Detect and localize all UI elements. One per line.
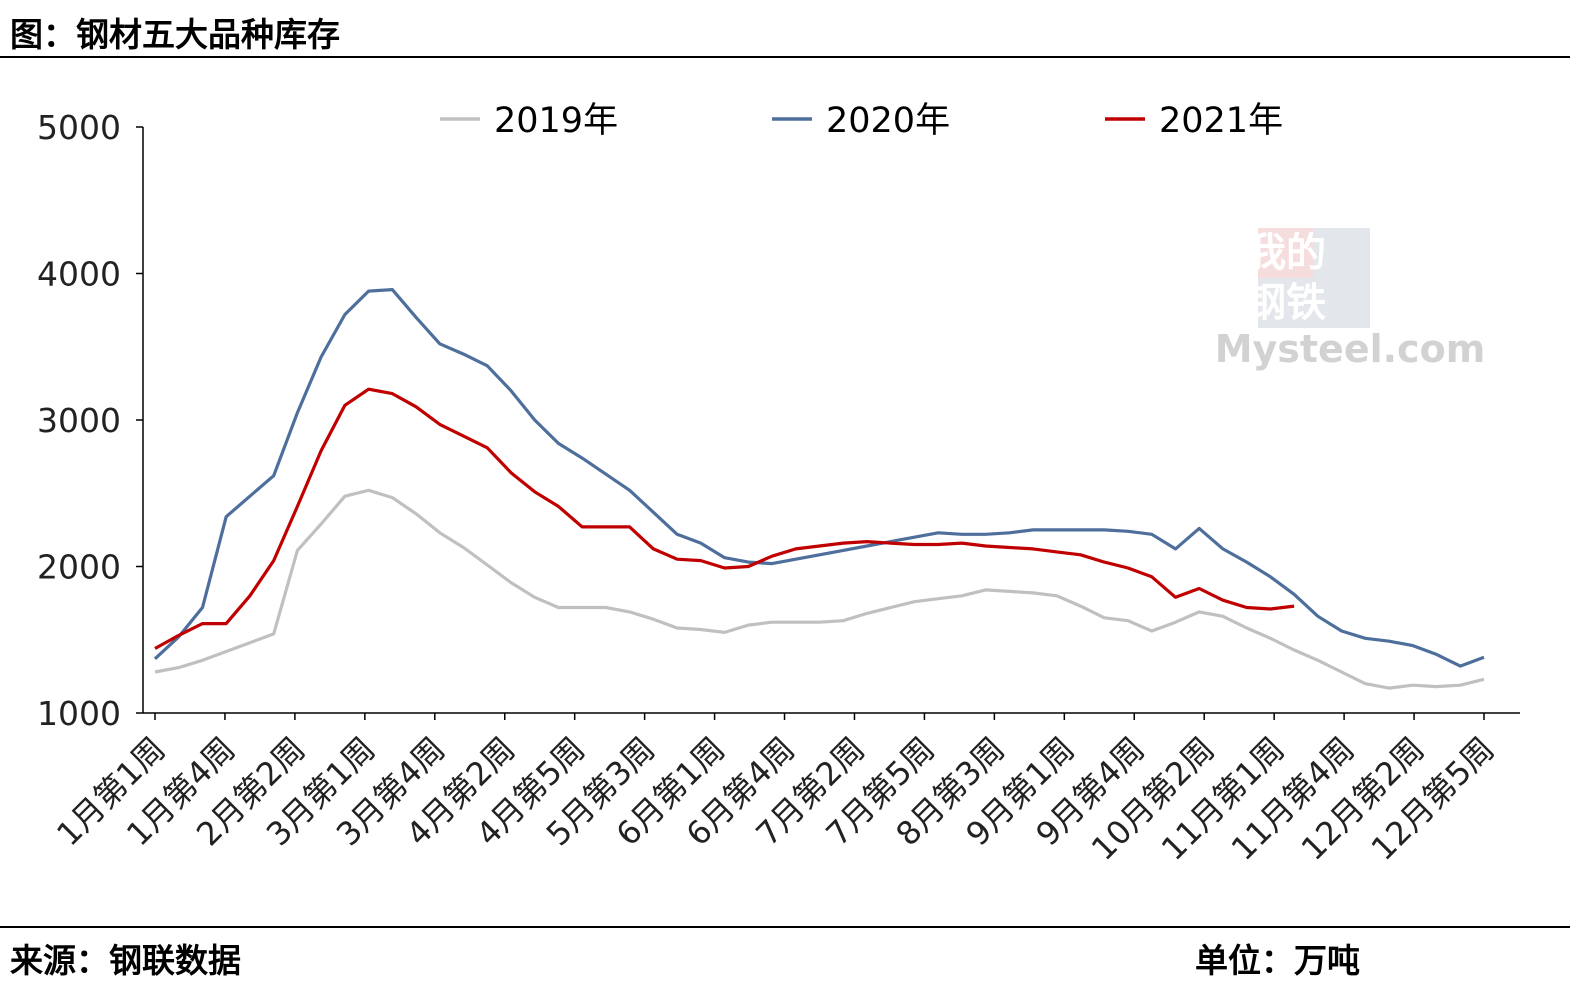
y-tick-label: 4000 [37,255,121,294]
chart-legend: 2019年 2020年 2021年 [440,101,1283,141]
legend-label: 2020年 [826,101,950,141]
chart-figure-title: 图：钢材五大品种库存 [10,15,340,54]
data-source-note: 来源：钢联数据 [10,941,241,980]
legend-label: 2021年 [1159,101,1283,141]
y-tick-label: 1000 [37,694,121,733]
series-line-2021年 [154,387,1295,650]
chart-series [153,288,1485,690]
legend-label: 2019年 [494,101,618,141]
watermark-line1: 我的 [1246,230,1326,276]
watermark-line2: 钢铁 [1246,280,1326,326]
bottom-divider [0,926,1570,928]
y-tick-label: 2000 [37,548,121,587]
mysteel-watermark: 我的 钢铁 Mysteel.com [1215,228,1486,371]
series-line-2019年 [154,488,1485,690]
unit-note: 单位：万吨 [1195,941,1360,980]
y-tick-label: 3000 [37,401,121,440]
y-tick-label: 5000 [37,108,121,147]
series-line-2020年 [153,288,1485,668]
watermark-line3: Mysteel.com [1215,327,1486,371]
top-divider [0,56,1570,58]
